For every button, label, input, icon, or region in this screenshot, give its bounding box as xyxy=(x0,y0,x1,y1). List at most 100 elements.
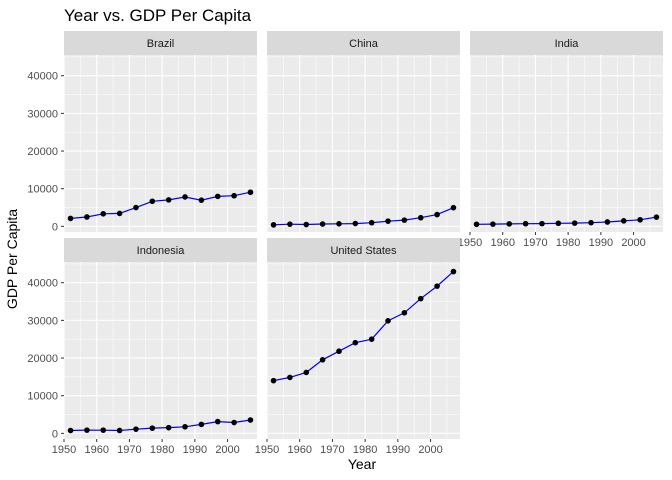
data-point xyxy=(84,214,90,220)
data-point xyxy=(133,204,139,211)
data-point xyxy=(270,377,277,384)
facet-strip xyxy=(64,238,257,262)
x-tick-label: 1980 xyxy=(556,237,580,249)
data-point xyxy=(555,220,562,227)
data-point xyxy=(67,215,74,222)
data-point xyxy=(116,210,123,217)
data-point xyxy=(336,348,342,355)
data-point xyxy=(450,204,457,211)
y-tick-label: 20000 xyxy=(27,353,58,365)
x-tick-label: 2000 xyxy=(418,444,442,456)
data-point xyxy=(149,425,156,431)
facet-brazil: Brazil 0 10000 20000 30000 40000 xyxy=(27,31,257,233)
facet-strip xyxy=(267,238,460,262)
y-axis-title: GDP Per Capita xyxy=(4,209,20,309)
x-tick-label: 1980 xyxy=(353,444,377,456)
x-tick-label: 1970 xyxy=(523,237,547,249)
x-tick-label: 1950 xyxy=(255,444,279,456)
x-axis-title: Year xyxy=(348,456,377,472)
data-point xyxy=(133,426,139,432)
facet-strip-label: India xyxy=(555,38,580,50)
data-point xyxy=(100,427,107,433)
data-point xyxy=(539,220,545,227)
x-tick-label: 1950 xyxy=(52,444,76,456)
data-point xyxy=(198,197,205,203)
data-point xyxy=(450,268,457,275)
data-point xyxy=(620,218,627,224)
data-point xyxy=(368,219,375,226)
data-point xyxy=(385,218,391,224)
facet-strip-label: Indonesia xyxy=(137,245,186,257)
data-point xyxy=(604,219,611,225)
data-point xyxy=(473,221,480,228)
data-point xyxy=(165,197,172,203)
x-tick-label: 2000 xyxy=(621,237,645,249)
data-point xyxy=(182,423,188,430)
x-tick-label: 1970 xyxy=(320,444,344,456)
data-point xyxy=(319,357,326,363)
y-tick-label: 20000 xyxy=(27,146,58,158)
data-point xyxy=(401,310,408,316)
facet-strip xyxy=(470,31,663,55)
x-tick-label: 1990 xyxy=(183,444,207,456)
y-tick-label: 10000 xyxy=(27,391,58,403)
data-point xyxy=(303,221,310,228)
data-point xyxy=(149,198,156,205)
x-tick-label: 2000 xyxy=(215,444,239,456)
data-point xyxy=(231,192,237,199)
facet-indonesia: Indonesia 0 10000 20000 30000 40000 1950 1960 19… xyxy=(27,238,257,456)
y-tick-label: 40000 xyxy=(27,278,58,290)
data-point xyxy=(303,369,310,376)
series-line-united-states xyxy=(273,271,454,382)
y-tick-label: 10000 xyxy=(27,184,58,196)
x-tick-label: 1990 xyxy=(589,237,613,249)
facet-united-states: United States 1950 1960 1970 1980 1990 2000 xyxy=(255,238,460,456)
data-point xyxy=(214,193,221,200)
y-tick-label: 30000 xyxy=(27,315,58,327)
x-tick-label: 1960 xyxy=(84,444,108,456)
data-point xyxy=(417,214,424,221)
y-tick-label: 30000 xyxy=(27,108,58,120)
x-tick-label: 1960 xyxy=(287,444,311,456)
data-point xyxy=(182,194,188,200)
data-point xyxy=(319,221,326,227)
data-point xyxy=(368,336,375,342)
data-point xyxy=(116,427,123,434)
data-point xyxy=(385,318,391,324)
facet-india: India 1950 1960 1970 1980 1990 2000 xyxy=(458,31,663,249)
data-point xyxy=(100,210,107,217)
data-point xyxy=(165,424,172,431)
x-tick-label: 1960 xyxy=(490,237,514,249)
y-tick-label: 0 xyxy=(52,221,58,233)
y-tick-label: 0 xyxy=(52,428,58,440)
facet-strip xyxy=(64,31,257,55)
data-point xyxy=(352,339,359,346)
data-point xyxy=(247,417,254,423)
data-point xyxy=(434,211,440,218)
facet-strip xyxy=(267,31,460,55)
data-point xyxy=(417,295,424,302)
data-point xyxy=(198,421,205,428)
data-point xyxy=(270,222,277,228)
data-point xyxy=(571,220,578,226)
data-point xyxy=(287,221,293,227)
data-point xyxy=(522,220,529,227)
data-point xyxy=(247,189,254,196)
y-tick-label: 40000 xyxy=(27,71,58,83)
data-point xyxy=(653,214,660,220)
facet-strip-label: United States xyxy=(330,245,397,257)
data-point xyxy=(401,217,408,223)
data-point xyxy=(287,374,293,381)
data-point xyxy=(84,427,90,433)
data-point xyxy=(67,427,74,434)
data-point xyxy=(352,220,359,227)
data-point xyxy=(336,221,342,227)
data-point xyxy=(490,221,496,227)
data-point xyxy=(231,419,237,426)
data-point xyxy=(214,418,221,425)
x-tick-label: 1950 xyxy=(458,237,482,249)
data-point xyxy=(637,216,643,223)
x-tick-label: 1980 xyxy=(150,444,174,456)
